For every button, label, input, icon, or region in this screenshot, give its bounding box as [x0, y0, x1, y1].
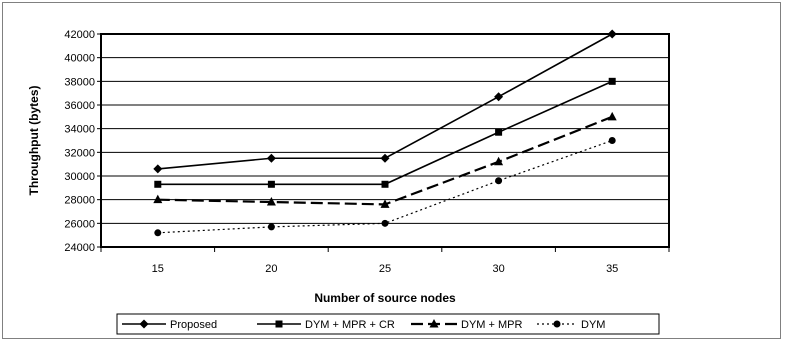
legend-label-dym: DYM: [581, 319, 605, 331]
x-axis-title: Number of source nodes: [314, 291, 456, 305]
data-point-proposed: [494, 92, 503, 101]
data-point-proposed: [381, 154, 390, 163]
plot-area: [101, 34, 669, 247]
y-tick-label: 34000: [64, 124, 95, 136]
x-tick-label: 35: [606, 263, 618, 275]
data-point-proposed: [267, 154, 276, 163]
data-point-proposed: [153, 164, 162, 173]
x-tick-label: 15: [152, 263, 164, 275]
data-point-dym-mpr-cr: [495, 129, 502, 136]
x-tick-label: 30: [492, 263, 504, 275]
data-point-dym: [154, 229, 161, 236]
data-point-dym-mpr: [608, 112, 617, 121]
data-point-dym-mpr-cr: [609, 78, 616, 85]
data-point-dym-mpr-cr: [268, 181, 275, 188]
y-tick-label: 40000: [64, 53, 95, 65]
series-line-proposed: [158, 34, 612, 169]
legend-marker-dym-mpr-cr: [276, 321, 283, 328]
data-point-dym: [495, 177, 502, 184]
y-tick-label: 36000: [64, 100, 95, 112]
x-axis-ticks: 15 20 25 30 35: [101, 247, 669, 275]
x-tick-label: 25: [379, 263, 391, 275]
series-dym-mpr-cr: [154, 78, 615, 188]
data-point-dym: [609, 137, 616, 144]
legend-label-dym-mpr-cr: DYM + MPR + CR: [305, 319, 395, 331]
y-tick-label: 24000: [64, 242, 95, 254]
y-tick-label: 30000: [64, 171, 95, 183]
gridlines: [101, 34, 669, 247]
y-axis-title: Throughput (bytes): [27, 86, 41, 196]
series-layer: [153, 30, 616, 237]
x-tick-label: 20: [265, 263, 277, 275]
y-axis-ticks: 24000 26000 28000 30000 32000 34000 36000 38000…: [64, 29, 101, 254]
series-proposed: [153, 30, 616, 174]
data-point-dym-mpr-cr: [382, 181, 389, 188]
data-point-dym: [268, 223, 275, 230]
y-tick-label: 28000: [64, 195, 95, 207]
legend: Proposed DYM + MPR + CR DYM + MPR DYM: [117, 314, 659, 334]
y-tick-label: 38000: [64, 76, 95, 88]
legend-label-proposed: Proposed: [170, 319, 217, 331]
series-line-dym-mpr-cr: [158, 81, 612, 184]
data-point-proposed: [608, 30, 617, 39]
legend-label-dym-mpr: DYM + MPR: [461, 319, 522, 331]
y-tick-label: 26000: [64, 218, 95, 230]
data-point-dym-mpr-cr: [154, 181, 161, 188]
data-point-dym: [382, 220, 389, 227]
y-tick-label: 42000: [64, 29, 95, 41]
y-tick-label: 32000: [64, 147, 95, 159]
legend-marker-dym: [554, 321, 561, 328]
